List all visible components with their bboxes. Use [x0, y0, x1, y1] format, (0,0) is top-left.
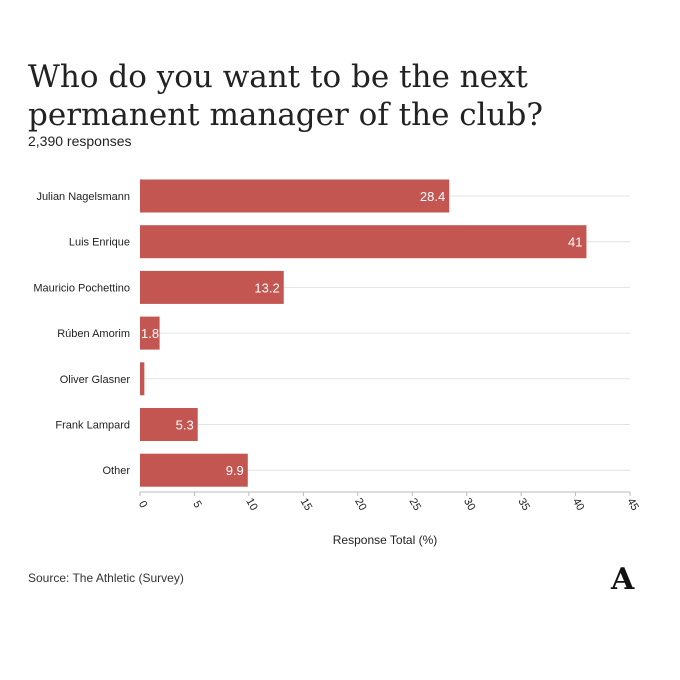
category-label: Julian Nagelsmann: [36, 191, 130, 203]
data-label: 13.2: [254, 280, 279, 295]
bar: [140, 408, 198, 441]
category-label: Oliver Glasner: [60, 374, 131, 386]
category-label: Frank Lampard: [55, 420, 130, 432]
athletic-logo: A: [611, 562, 635, 597]
x-tick-label: 30: [461, 496, 478, 513]
x-tick-label: 45: [624, 496, 641, 513]
category-labels: Julian Nagelsmann Luis Enrique Mauricio Po…: [33, 191, 130, 477]
bars: 28.4 41 13.2 1.8 5.3 9.9: [140, 179, 587, 487]
data-label: 41: [568, 235, 582, 250]
x-tick-label: 35: [515, 496, 532, 513]
x-tick-labels: 0 5 10 15 20 25 30 35 40 45: [136, 492, 641, 513]
x-tick-label: 0: [136, 499, 149, 510]
x-tick-label: 5: [190, 499, 203, 510]
bar: [140, 316, 160, 350]
bar: [140, 362, 145, 396]
x-axis-label: Response Total (%): [333, 533, 438, 547]
category-label: Other: [102, 465, 130, 477]
chart-title: Who do you want to be the next permanent…: [28, 59, 543, 133]
x-tick-label: 20: [352, 496, 369, 513]
category-label: Mauricio Pochettino: [33, 282, 130, 294]
bar-chart: 28.4 41 13.2 1.8 5.3 9.9 Julian Nagelsmann Lui…: [33, 179, 641, 547]
data-label: 9.9: [226, 463, 244, 478]
category-label: Rúben Amorim: [57, 328, 130, 340]
x-tick-label: 40: [570, 496, 587, 513]
bar: [140, 225, 587, 259]
x-tick-label: 10: [243, 496, 260, 513]
data-label: 1.8: [141, 326, 159, 341]
category-label: Luis Enrique: [69, 237, 130, 249]
x-tick-label: 25: [407, 496, 424, 513]
chart-subtitle: 2,390 responses: [28, 133, 132, 149]
source-note: Source: The Athletic (Survey): [28, 571, 184, 585]
bar: [140, 453, 248, 487]
data-label: 5.3: [176, 418, 194, 433]
data-label: 28.4: [420, 189, 445, 204]
bar: [140, 179, 450, 213]
x-tick-label: 15: [298, 496, 315, 513]
bar: [140, 270, 284, 304]
